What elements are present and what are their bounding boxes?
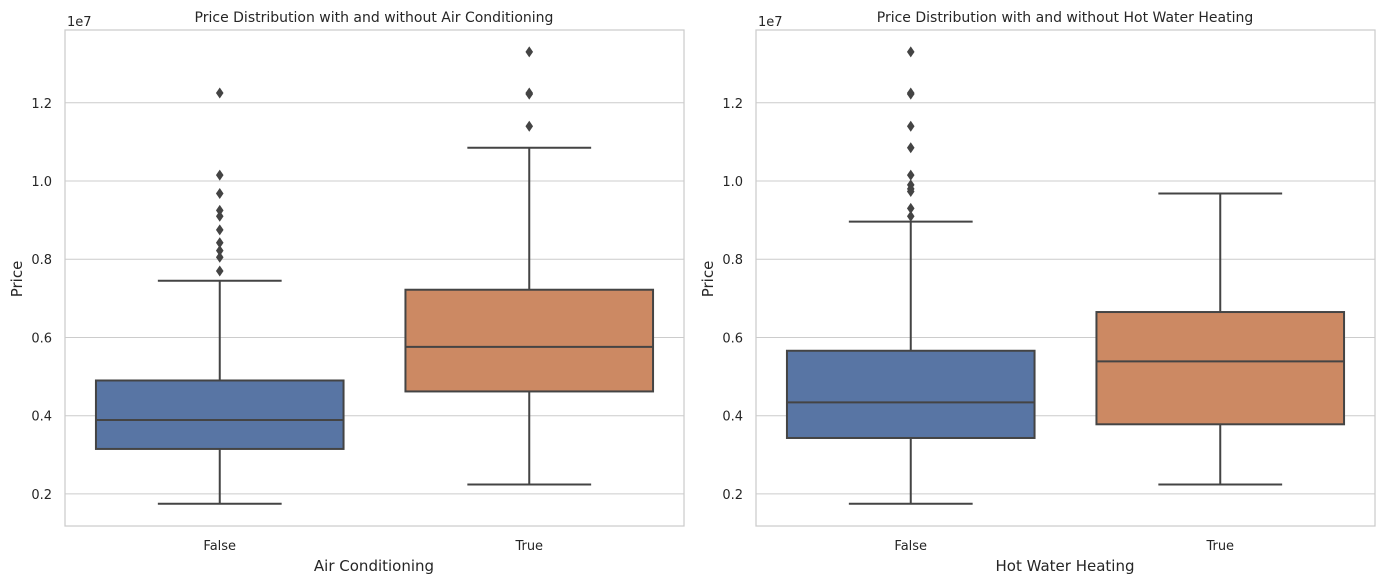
box-true — [404, 46, 655, 486]
y-tick-label: 0.6 — [722, 331, 743, 346]
outlier-point — [215, 245, 224, 257]
axis-offset-label: 1e7 — [758, 15, 783, 30]
axes-frame — [64, 29, 685, 527]
outlier-point — [906, 179, 915, 191]
outlier-point — [906, 46, 915, 58]
x-axis-label: Hot Water Heating — [996, 557, 1135, 575]
x-tick-label: True — [514, 539, 543, 554]
outlier-point — [525, 120, 534, 132]
tick-labels: 0.2 0.4 0.6 0.8 1.0 1.2 False True — [722, 97, 1234, 554]
outlier-point — [215, 188, 224, 200]
plot-frame — [755, 29, 1376, 527]
outlier-point — [906, 210, 915, 222]
y-tick-label: 0.8 — [722, 253, 743, 268]
outlier-point — [906, 120, 915, 132]
box-iqr — [94, 379, 345, 450]
y-tick-label: 0.4 — [31, 410, 52, 425]
outlier-point — [525, 46, 534, 58]
axes-frame — [755, 29, 1376, 527]
boxes — [785, 46, 1346, 505]
y-tick-label: 0.6 — [31, 331, 52, 346]
y-tick-label: 0.8 — [31, 253, 52, 268]
tick-labels: 0.2 0.4 0.6 0.8 1.0 1.2 False True — [31, 97, 543, 554]
boxes — [94, 46, 655, 505]
box-true — [1095, 192, 1346, 486]
outlier-point — [215, 237, 224, 249]
outlier-point — [215, 265, 224, 277]
outlier-point — [215, 210, 224, 222]
outlier-point — [215, 224, 224, 236]
panel-air-conditioning: 0.2 0.4 0.6 0.8 1.0 1.2 False True Price Distrib… — [8, 10, 685, 575]
y-tick-label: 0.2 — [722, 488, 743, 503]
chart-title: Price Distribution with and without Hot … — [877, 10, 1253, 26]
outlier-point — [906, 169, 915, 181]
outlier-point — [525, 87, 534, 99]
box-iqr — [404, 288, 655, 393]
outlier-point — [215, 251, 224, 263]
box-false — [785, 46, 1036, 505]
outlier-point — [906, 142, 915, 154]
y-tick-label: 0.2 — [31, 488, 52, 503]
outlier-point — [906, 202, 915, 214]
x-tick-label: False — [894, 539, 927, 554]
outlier-point — [215, 87, 224, 99]
chart-title: Price Distribution with and without Air … — [195, 10, 554, 26]
outlier-point — [906, 87, 915, 99]
y-tick-label: 1.2 — [31, 97, 52, 112]
outlier-point — [215, 169, 224, 181]
y-tick-label: 1.0 — [31, 175, 52, 190]
box-iqr — [1095, 311, 1346, 426]
plot-frame — [64, 29, 685, 527]
x-tick-label: True — [1205, 539, 1234, 554]
box-iqr — [785, 349, 1036, 439]
panel-hot-water-heating: 0.2 0.4 0.6 0.8 1.0 1.2 False True Price Distrib… — [699, 10, 1376, 575]
y-tick-label: 0.4 — [722, 410, 743, 425]
y-axis-label: Price — [699, 261, 717, 298]
y-tick-label: 1.0 — [722, 175, 743, 190]
box-false — [94, 87, 345, 505]
y-tick-label: 1.2 — [722, 97, 743, 112]
outlier-point — [215, 204, 224, 216]
x-axis-label: Air Conditioning — [314, 557, 434, 575]
x-tick-label: False — [203, 539, 236, 554]
y-axis-label: Price — [8, 261, 26, 298]
axis-offset-label: 1e7 — [67, 15, 92, 30]
